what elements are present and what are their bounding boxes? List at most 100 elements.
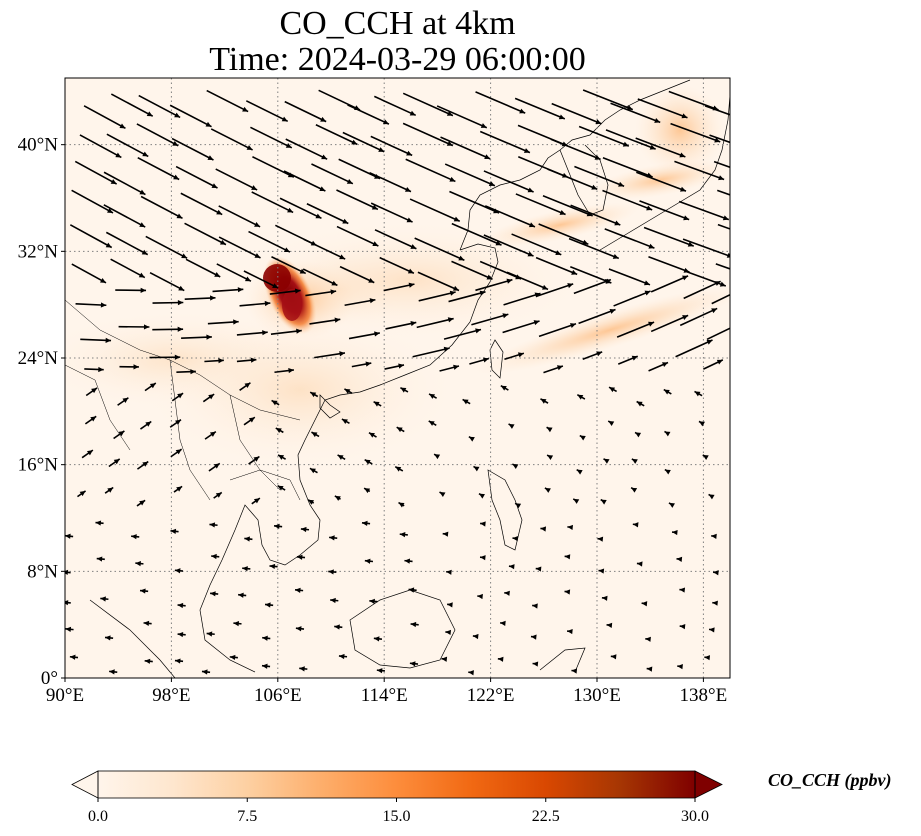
wind-arrow	[213, 491, 223, 499]
wind-arrow	[299, 666, 308, 672]
wind-arrow	[373, 636, 383, 642]
wind-arrow	[650, 314, 689, 333]
wind-arrow	[283, 170, 326, 192]
wind-arrow	[478, 492, 485, 499]
wind-arrow	[138, 94, 181, 119]
wind-arrow	[135, 561, 144, 567]
wind-arrow	[373, 400, 382, 407]
wind-arrow	[540, 398, 549, 404]
wind-arrow	[338, 653, 348, 660]
wind-arrow	[273, 523, 283, 529]
wind-arrow	[428, 420, 437, 427]
wind-arrow	[515, 193, 566, 216]
wind-arrow	[664, 468, 671, 475]
wind-arrow	[404, 558, 413, 564]
wind-arrow	[582, 89, 634, 111]
wind-arrow	[568, 237, 620, 260]
wind-arrow	[713, 160, 730, 169]
wind-arrow	[169, 104, 212, 128]
wind-arrow	[717, 189, 730, 196]
lat-tick-label: 16°N	[18, 455, 59, 476]
wind-arrow	[433, 453, 441, 460]
wind-arrow	[369, 598, 378, 604]
wind-arrow	[351, 361, 372, 368]
wind-arrow	[576, 394, 586, 400]
wind-arrow	[636, 171, 687, 192]
wind-arrow	[567, 524, 574, 531]
wind-arrow	[571, 668, 578, 674]
map-panel	[65, 78, 730, 678]
lon-tick-label: 106°E	[254, 685, 302, 706]
wind-arrow	[243, 270, 279, 289]
wind-arrow	[251, 191, 294, 214]
plume-sichuan-peak	[263, 264, 291, 292]
wind-arrow	[109, 669, 118, 675]
wind-arrow	[674, 160, 725, 181]
wind-arrow	[471, 313, 509, 326]
wind-arrow	[574, 165, 625, 187]
wind-arrow	[546, 454, 554, 461]
wind-arrow	[442, 531, 449, 537]
wind-arrow	[572, 498, 580, 504]
wind-arrow	[616, 321, 655, 338]
wind-arrow	[216, 263, 252, 282]
lon-tick-label: 138°E	[680, 685, 728, 706]
lat-tick-label: 32°N	[18, 241, 59, 262]
wind-arrow	[502, 320, 540, 334]
wind-arrow	[598, 568, 605, 574]
wind-arrow	[337, 454, 346, 460]
wind-arrow	[269, 563, 278, 570]
wind-arrow	[597, 536, 604, 542]
wind-arrow	[634, 431, 642, 438]
coastline-mainland-asia	[199, 243, 499, 673]
wind-arrow	[206, 89, 249, 113]
wind-arrow	[500, 384, 509, 391]
wind-arrow	[270, 328, 302, 335]
wind-arrow	[479, 555, 486, 561]
wind-arrow	[650, 275, 689, 293]
wind-arrow	[347, 104, 390, 125]
border-laos	[229, 394, 281, 491]
wind-arrow	[675, 339, 713, 358]
wind-arrow	[636, 400, 645, 407]
wind-arrow	[336, 225, 379, 247]
wind-arrow	[440, 136, 491, 160]
wind-arrow	[632, 522, 639, 528]
wind-arrow	[339, 265, 375, 284]
wind-arrow	[446, 569, 452, 575]
wind-arrow	[608, 268, 651, 286]
wind-arrow	[576, 468, 583, 475]
wind-arrow	[637, 98, 688, 119]
wind-arrow	[469, 357, 490, 365]
wind-arrow	[535, 256, 578, 276]
wind-arrow	[617, 355, 639, 365]
wind-arrow	[506, 271, 549, 291]
wind-arrow	[336, 189, 379, 211]
wind-arrow	[295, 626, 305, 632]
colorbar-extend-high	[694, 770, 723, 799]
wind-arrow	[698, 420, 705, 427]
wind-arrow	[262, 635, 271, 641]
border-myanmar-thailand	[169, 359, 211, 501]
wind-arrow	[271, 399, 280, 406]
coastline-japan	[599, 94, 730, 251]
wind-arrow	[538, 223, 589, 245]
wind-arrow	[136, 460, 149, 470]
wind-arrow	[176, 369, 196, 375]
colorbar-gradient	[98, 771, 695, 798]
wind-arrow	[149, 354, 181, 360]
wind-arrow	[181, 334, 212, 340]
wind-arrow	[103, 204, 146, 228]
wind-arrow	[448, 290, 486, 303]
wind-arrow	[208, 462, 221, 472]
wind-arrow	[543, 365, 564, 374]
coastline-sumatra	[89, 599, 176, 678]
lat-tick-label: 8°N	[27, 561, 58, 582]
wind-arrow	[139, 588, 149, 594]
faint-haze-south-china	[140, 310, 460, 470]
wind-arrow	[532, 661, 539, 667]
wind-arrow	[248, 230, 291, 253]
wind-arrow	[671, 529, 678, 536]
wind-arrow	[645, 636, 651, 642]
wind-arrow	[117, 397, 129, 406]
